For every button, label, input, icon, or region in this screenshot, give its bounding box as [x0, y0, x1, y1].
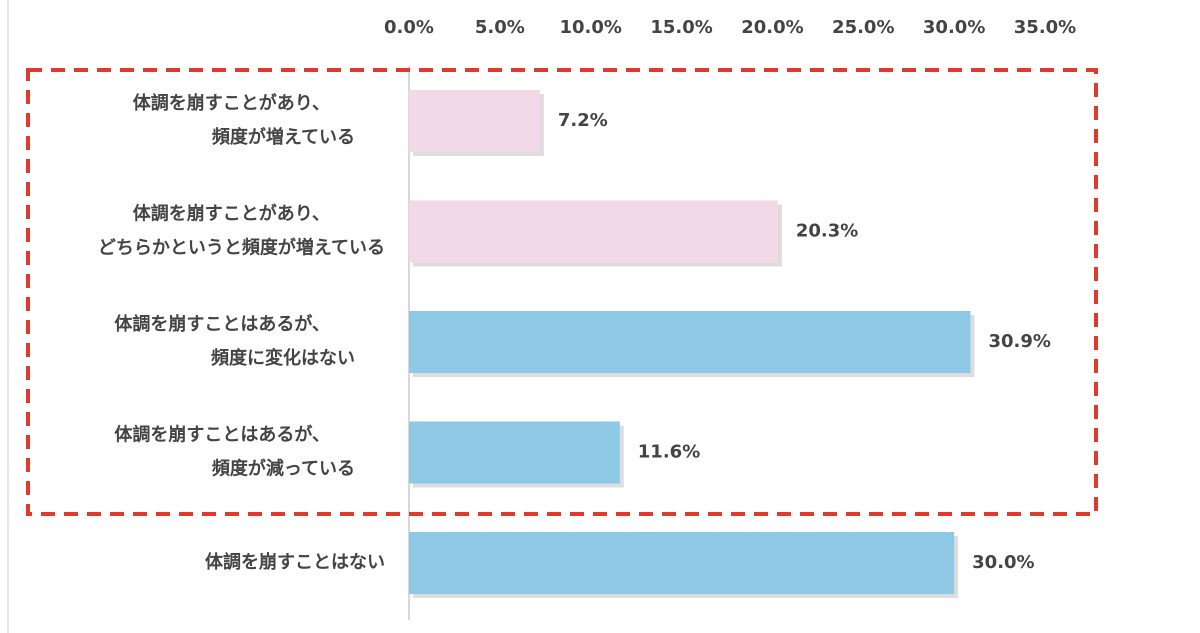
x-tick-label: 10.0%: [559, 17, 621, 38]
x-tick-label: 0.0%: [384, 17, 434, 38]
bar: [409, 311, 971, 373]
x-tick-label: 20.0%: [741, 17, 803, 38]
x-tick-label: 30.0%: [923, 17, 985, 38]
bar: [409, 532, 955, 594]
value-label: 20.3%: [796, 221, 858, 242]
x-tick-label: 15.0%: [650, 17, 712, 38]
highlight-box: [26, 68, 1098, 516]
category-label: 体調を崩すことがあり、頻度が増えている: [133, 92, 355, 148]
x-tick-label: 5.0%: [475, 17, 525, 38]
value-label: 11.6%: [638, 442, 700, 463]
value-label: 7.2%: [558, 110, 608, 131]
category-label: 体調を崩すことはあるが、頻度が減っている: [114, 424, 355, 480]
category-label: 体調を崩すことはあるが、頻度に変化はない: [114, 313, 355, 369]
bar: [409, 90, 540, 152]
category-label: 体調を崩すことはない: [205, 551, 385, 573]
value-label: 30.0%: [972, 552, 1034, 573]
category-label: 体調を崩すことがあり、どちらかというと頻度が増えている: [98, 203, 385, 259]
x-tick-label: 25.0%: [832, 17, 894, 38]
value-label: 30.9%: [988, 331, 1050, 352]
bar: [409, 421, 620, 484]
bar: [409, 200, 778, 263]
x-tick-label: 35.0%: [1014, 17, 1076, 38]
